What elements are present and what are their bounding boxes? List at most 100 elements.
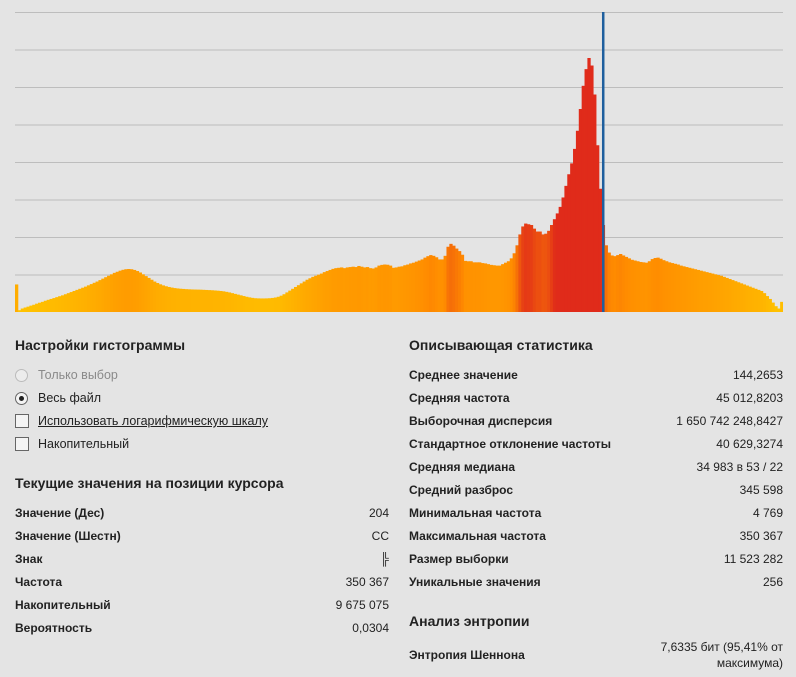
histogram-bar xyxy=(46,299,50,312)
stat-label: Уникальные значения xyxy=(409,575,541,589)
histogram-bar xyxy=(265,298,269,312)
histogram-bar xyxy=(590,65,594,312)
histogram-bar xyxy=(432,255,436,312)
checkbox-cumulative[interactable] xyxy=(15,437,29,451)
histogram-bar xyxy=(351,266,355,312)
histogram-bar xyxy=(693,269,698,312)
histogram-bar xyxy=(659,258,663,312)
histogram-bar xyxy=(32,304,36,312)
histogram-bar xyxy=(529,225,534,312)
histogram-bar xyxy=(633,260,637,312)
histogram-bar xyxy=(759,290,764,312)
histogram-bars xyxy=(15,58,783,312)
histogram-bar xyxy=(296,285,301,312)
histogram-bar xyxy=(587,58,591,312)
option-selection-only-label: Только выбор xyxy=(38,368,118,382)
histogram-bar xyxy=(713,274,718,312)
histogram-bar xyxy=(40,301,45,312)
histogram-bar xyxy=(52,298,56,312)
histogram-bar xyxy=(250,297,255,312)
histogram-bar xyxy=(610,255,614,312)
histogram-bar xyxy=(55,297,59,312)
histogram-bar xyxy=(242,296,246,312)
histogram-bar xyxy=(26,306,30,312)
histogram-bar xyxy=(150,279,154,312)
histogram-bar xyxy=(224,291,229,312)
histogram-bar xyxy=(650,259,654,312)
histogram-bar xyxy=(388,265,393,312)
histogram-bar xyxy=(317,274,321,312)
histogram-bar xyxy=(109,274,114,312)
histogram-bar xyxy=(564,185,568,312)
histogram-bar xyxy=(262,298,266,312)
histogram-bar xyxy=(216,290,220,312)
histogram-chart[interactable] xyxy=(15,12,783,312)
histogram-bar xyxy=(35,303,39,312)
histogram-bar xyxy=(547,230,551,312)
histogram-bar xyxy=(342,268,347,312)
histogram-bar xyxy=(279,295,283,312)
histogram-bar xyxy=(23,307,27,312)
histogram-bar xyxy=(20,308,25,312)
stat-value: 40 629,3274 xyxy=(716,437,783,451)
option-log-scale[interactable]: Использовать логарифмическую шкалу xyxy=(15,412,268,430)
cursor-row-probability: Вероятность 0,0304 xyxy=(15,619,389,637)
histogram-bar xyxy=(288,290,292,312)
histogram-bar xyxy=(176,288,180,312)
histogram-bar xyxy=(702,271,706,312)
histogram-grid xyxy=(15,12,783,276)
histogram-bar xyxy=(550,225,554,312)
cursor-values-title: Текущие значения на позиции курсора xyxy=(15,475,284,491)
histogram-bar xyxy=(115,271,119,312)
stat-row-max-frequency: Максимальная частота 350 367 xyxy=(409,527,783,545)
histogram-bar xyxy=(305,279,309,312)
histogram-bar xyxy=(178,288,183,312)
histogram-bar xyxy=(167,286,171,312)
histogram-bar xyxy=(101,278,105,312)
histogram-bar xyxy=(187,289,191,312)
radio-selection-only[interactable] xyxy=(15,368,28,382)
histogram-bar xyxy=(207,290,211,312)
histogram-bar xyxy=(314,275,318,312)
histogram-bar xyxy=(762,293,767,312)
cursor-row-label: Частота xyxy=(15,575,63,589)
cursor-row-label: Значение (Дес) xyxy=(15,506,105,520)
histogram-bar xyxy=(337,267,341,312)
histogram-bar xyxy=(193,289,197,312)
entropy-label: Энтропия Шеннона xyxy=(409,648,525,662)
histogram-bar xyxy=(98,280,102,312)
histogram-bar xyxy=(426,256,430,312)
histogram-bar xyxy=(518,234,522,312)
histogram-bar xyxy=(29,305,33,312)
option-cumulative[interactable]: Накопительный xyxy=(15,435,129,453)
histogram-bar xyxy=(230,293,235,312)
option-selection-only[interactable]: Только выбор xyxy=(15,366,118,384)
histogram-bar xyxy=(449,243,453,312)
histogram-bar xyxy=(124,269,128,312)
histogram-bar xyxy=(751,287,755,312)
cursor-row-label: Накопительный xyxy=(15,598,111,612)
histogram-bar xyxy=(104,277,108,312)
stat-value: 45 012,8203 xyxy=(716,391,783,405)
radio-whole-file[interactable] xyxy=(15,391,28,405)
histogram-bar xyxy=(575,130,580,312)
cursor-row-value: 9 675 075 xyxy=(335,598,389,612)
descriptive-stats-title: Описывающая статистика xyxy=(409,337,593,353)
stat-row-median: Средняя медиана 34 983 в 53 / 22 xyxy=(409,458,783,476)
histogram-bar xyxy=(61,295,65,312)
stat-label: Максимальная частота xyxy=(409,529,546,543)
histogram-bar xyxy=(383,264,387,312)
histogram-settings-title: Настройки гистограммы xyxy=(15,337,186,353)
option-log-scale-label[interactable]: Использовать логарифмическую шкалу xyxy=(38,414,269,428)
histogram-bar xyxy=(708,272,712,312)
histogram-bar xyxy=(541,234,545,312)
cursor-row-char: Знак ╠ xyxy=(15,550,389,568)
option-cumulative-label: Накопительный xyxy=(38,437,130,451)
histogram-bar xyxy=(153,281,157,312)
histogram-bar xyxy=(348,267,352,312)
stat-row-spread: Средний разброс 345 598 xyxy=(409,481,783,499)
histogram-bar xyxy=(276,296,281,312)
checkbox-log-scale[interactable] xyxy=(15,414,29,428)
option-whole-file[interactable]: Весь файл xyxy=(15,389,101,407)
histogram-bar xyxy=(616,255,620,312)
